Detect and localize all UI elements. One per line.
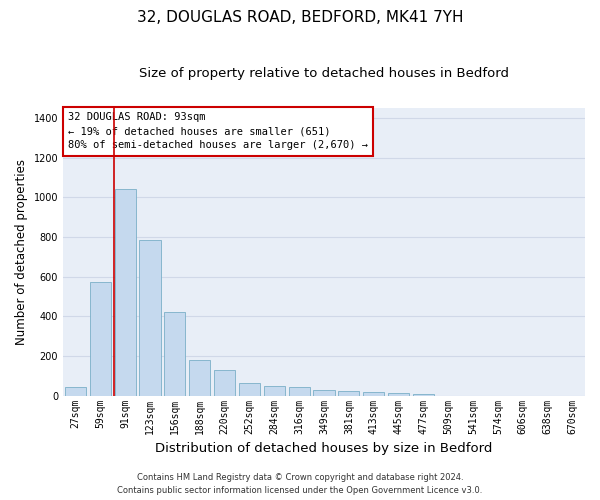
Bar (388, 393, 409, 396)
Bar (189, 360, 211, 396)
Bar (338, 390, 359, 396)
Bar (65, 386, 86, 396)
Y-axis label: Number of detached properties: Number of detached properties (15, 159, 28, 345)
Bar (289, 388, 310, 396)
Bar (313, 390, 335, 396)
Bar (115, 190, 136, 396)
Bar (90, 282, 111, 396)
Title: Size of property relative to detached houses in Bedford: Size of property relative to detached ho… (139, 68, 509, 80)
Text: 32 DOUGLAS ROAD: 93sqm
← 19% of detached houses are smaller (651)
80% of semi-de: 32 DOUGLAS ROAD: 93sqm ← 19% of detached… (68, 112, 368, 150)
Bar (363, 392, 384, 396)
Text: 32, DOUGLAS ROAD, BEDFORD, MK41 7YH: 32, DOUGLAS ROAD, BEDFORD, MK41 7YH (137, 10, 463, 25)
Bar (264, 386, 285, 396)
Bar (139, 240, 161, 396)
Bar (164, 312, 185, 396)
Bar (214, 370, 235, 396)
Bar (239, 384, 260, 396)
X-axis label: Distribution of detached houses by size in Bedford: Distribution of detached houses by size … (155, 442, 493, 455)
Bar (413, 394, 434, 396)
Text: Contains HM Land Registry data © Crown copyright and database right 2024.
Contai: Contains HM Land Registry data © Crown c… (118, 473, 482, 495)
